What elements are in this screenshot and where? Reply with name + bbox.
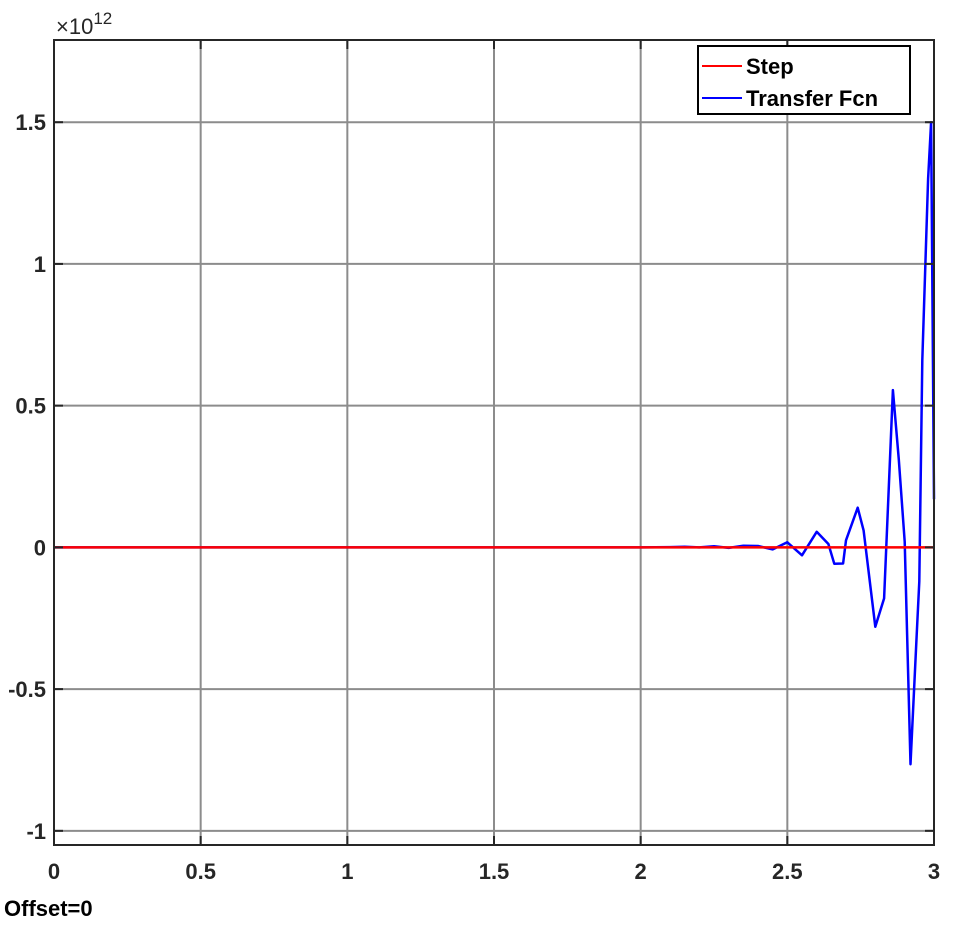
ticks [53, 40, 935, 845]
legend-box [697, 45, 911, 115]
legend: Step Transfer Fcn [697, 45, 911, 115]
y-tick-label: 0.5 [15, 394, 46, 419]
legend-label-transfer-fcn: Transfer Fcn [746, 86, 878, 111]
x-tick-label: 1 [341, 859, 353, 884]
x-tick-label: 0 [48, 859, 60, 884]
x-tick-label: 2 [635, 859, 647, 884]
y-tick-labels: -1 -0.5 0 0.5 1 1.5 [8, 110, 46, 844]
x-tick-label: 3 [928, 859, 940, 884]
y-tick-label: 1.5 [15, 110, 46, 135]
y-tick-label: -0.5 [8, 677, 46, 702]
offset-label: Offset=0 [4, 896, 93, 921]
y-tick-label: 0 [34, 535, 46, 560]
legend-label-step: Step [746, 54, 794, 79]
x-tick-label: 1.5 [479, 859, 510, 884]
x-tick-labels: 0 0.5 1 1.5 2 2.5 3 [48, 859, 940, 884]
x-tick-label: 2.5 [772, 859, 803, 884]
y-tick-label: 1 [34, 252, 46, 277]
series-layer [54, 120, 936, 766]
x-tick-label: 0.5 [185, 859, 216, 884]
y-tick-label: -1 [26, 819, 46, 844]
y-multiplier: ×1012 [56, 9, 112, 39]
